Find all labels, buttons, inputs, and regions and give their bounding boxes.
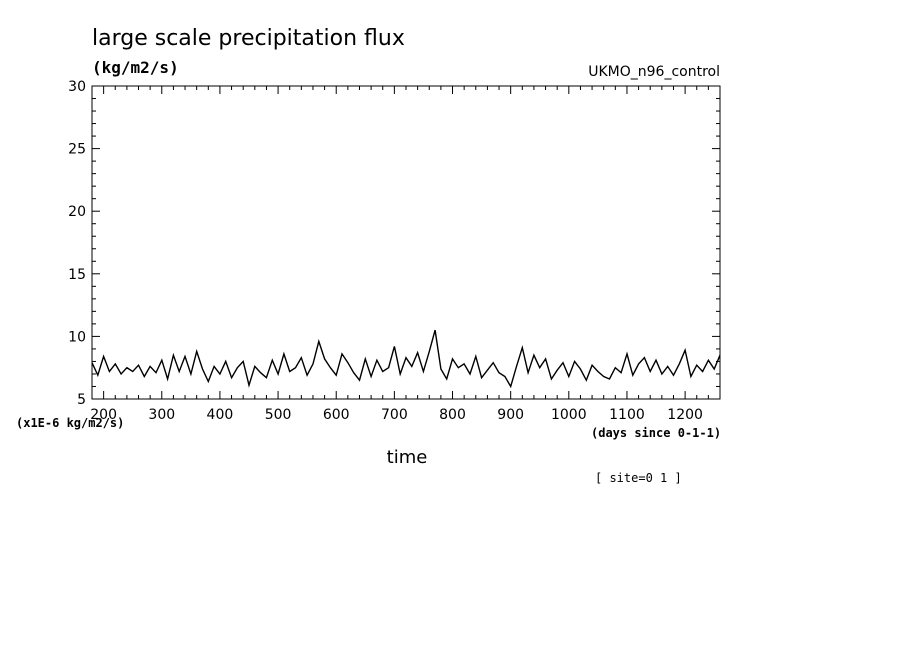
x-tick-label: 400	[207, 407, 234, 423]
x-tick-label: 300	[148, 407, 175, 423]
y-tick-label: 20	[68, 204, 86, 220]
x-tick-label: 700	[381, 407, 408, 423]
y-tick-label: 15	[68, 267, 86, 283]
x-tick-label: 1000	[551, 407, 587, 423]
y-tick-label: 30	[68, 79, 86, 95]
x-tick-label: 600	[323, 407, 350, 423]
x-tick-labels: 200 300 400 500 600 700 800 900 1000 1100 1200	[90, 407, 703, 423]
x-tick-label: 200	[90, 407, 117, 423]
y-tick-labels: 5 10 15 20 25 30	[68, 79, 86, 408]
x-tick-label: 1100	[609, 407, 645, 423]
x-tick-label: 800	[439, 407, 466, 423]
series-line	[91, 329, 721, 389]
site-annotation: [ site=0 1 ]	[595, 471, 682, 485]
y-tick-label: 5	[77, 392, 86, 408]
x-tick-label: 900	[497, 407, 524, 423]
plot-frame	[91, 85, 721, 400]
y-tick-label: 25	[68, 142, 86, 158]
chart-title: large scale precipitation flux	[92, 26, 405, 51]
axis-ticks	[91, 85, 721, 400]
x-tick-label: 500	[265, 407, 292, 423]
x-unit-label: (days since 0-1-1)	[591, 426, 721, 440]
chart-subtitle-units: (kg/m2/s)	[92, 58, 179, 77]
y-tick-label: 10	[68, 329, 86, 345]
source-label: UKMO_n96_control	[588, 64, 720, 80]
x-axis-label: time	[387, 447, 428, 468]
x-tick-label: 1200	[667, 407, 703, 423]
y-unit-label: (x1E-6 kg/m2/s)	[16, 416, 124, 430]
